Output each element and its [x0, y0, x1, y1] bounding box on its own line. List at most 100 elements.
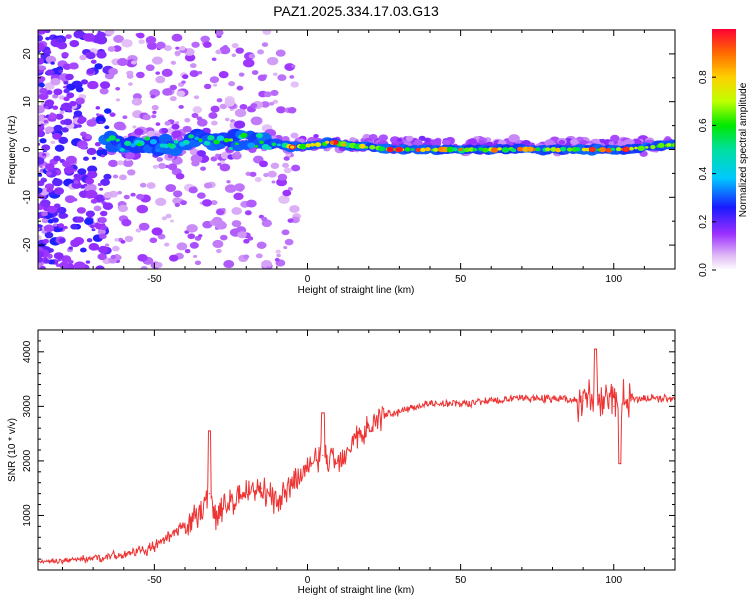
noise-blob	[39, 265, 46, 269]
ridge-halo	[234, 151, 241, 156]
noise-blob	[104, 30, 115, 36]
noise-blob	[99, 39, 107, 45]
snr-y-tick-label: 4000	[22, 340, 33, 363]
noise-blob	[165, 213, 172, 219]
ridge-core	[254, 145, 259, 148]
noise-blob	[263, 91, 272, 98]
ridge-core	[255, 132, 263, 139]
snr-point	[276, 503, 278, 506]
noise-blob	[278, 195, 290, 204]
noise-blob	[149, 237, 158, 244]
snr-plot-area	[38, 330, 675, 565]
noise-blob	[100, 178, 111, 186]
ridge-core	[490, 147, 499, 153]
noise-blob	[223, 260, 235, 269]
noise-blob	[189, 63, 197, 69]
noise-blob	[58, 212, 68, 219]
noise-blob	[80, 247, 87, 253]
noise-blob	[164, 120, 171, 126]
noise-blob	[83, 156, 89, 161]
noise-blob	[84, 218, 94, 226]
noise-blob	[181, 80, 186, 84]
noise-blob	[85, 189, 98, 199]
noise-blob	[42, 238, 49, 244]
noise-blob	[113, 34, 124, 43]
noise-blob	[90, 59, 97, 64]
noise-blob	[211, 120, 218, 126]
noise-blob	[272, 99, 279, 104]
noise-blob	[277, 173, 288, 181]
noise-blob	[99, 187, 104, 191]
noise-blob	[55, 263, 61, 267]
colorbar-tick-label: 0.0	[698, 263, 709, 277]
noise-blob	[121, 218, 132, 227]
noise-blob	[204, 83, 212, 90]
ridge-core	[216, 135, 225, 142]
ridge-point	[198, 138, 203, 142]
noise-blob	[43, 224, 55, 233]
noise-blob	[73, 169, 77, 172]
noise-blob	[179, 46, 186, 51]
noise-blob	[115, 98, 121, 102]
noise-blob	[43, 258, 50, 264]
noise-blob	[193, 254, 198, 258]
noise-blob	[291, 164, 301, 172]
ridge-halo	[413, 139, 423, 147]
ridge-core	[510, 148, 517, 153]
noise-blob	[97, 253, 107, 261]
noise-blob	[108, 67, 118, 76]
ridge-core	[610, 147, 616, 151]
noise-blob	[222, 45, 229, 49]
noise-blob	[254, 177, 262, 183]
ridge-halo	[441, 139, 451, 146]
ridge-core	[657, 142, 665, 148]
noise-blob	[110, 254, 117, 259]
noise-blob	[52, 132, 62, 140]
ridge-halo	[610, 134, 620, 142]
noise-blob	[198, 234, 203, 238]
snr-y-tick-label: 1000	[22, 504, 33, 527]
noise-blob	[92, 156, 97, 160]
ridge-halo	[608, 141, 615, 146]
noise-blob	[53, 155, 61, 162]
ridge-point	[388, 147, 393, 152]
noise-blob	[231, 207, 242, 215]
ridge-core	[615, 147, 622, 152]
noise-blob	[40, 123, 44, 126]
noise-blob	[86, 68, 95, 75]
noise-blob	[58, 136, 69, 144]
ridge-halo	[570, 138, 579, 146]
noise-blob	[85, 260, 91, 264]
noise-blob	[244, 210, 252, 216]
noise-blob	[209, 76, 220, 84]
noise-blob	[226, 180, 231, 184]
noise-blob	[169, 254, 179, 262]
noise-blob	[151, 114, 157, 119]
noise-blob	[155, 122, 161, 126]
noise-blob	[117, 190, 123, 195]
noise-blob	[287, 107, 297, 114]
noise-blob	[112, 174, 119, 179]
noise-blob	[111, 245, 120, 252]
noise-blob	[173, 190, 183, 198]
noise-blob	[98, 147, 103, 151]
noise-blob	[243, 254, 250, 259]
noise-blob	[50, 61, 55, 65]
noise-blob	[276, 106, 286, 114]
noise-blob	[257, 49, 265, 55]
noise-blob	[217, 162, 222, 166]
noise-blob	[73, 110, 83, 117]
noise-blob	[274, 257, 280, 262]
noise-blob	[169, 96, 177, 102]
noise-blob	[281, 229, 290, 236]
noise-blob	[257, 74, 267, 82]
ridge-halo	[113, 121, 126, 131]
noise-blob	[138, 39, 145, 45]
noise-blob	[89, 224, 95, 229]
noise-blob	[100, 225, 108, 231]
noise-blob	[38, 129, 44, 136]
noise-blob	[52, 178, 63, 187]
snr-point	[414, 405, 416, 407]
snr-point	[92, 557, 94, 559]
noise-blob	[146, 42, 158, 50]
